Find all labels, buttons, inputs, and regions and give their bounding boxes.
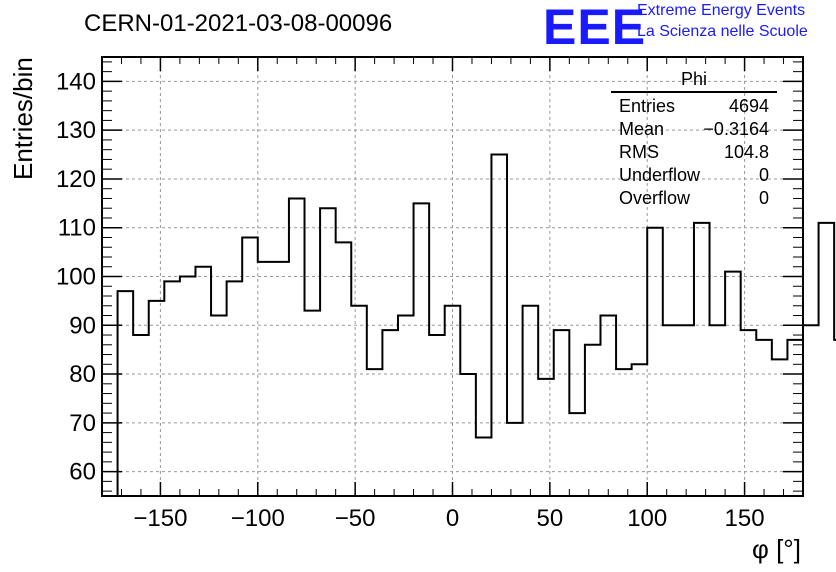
histogram-bin [164, 281, 180, 496]
histogram-bin [507, 423, 523, 496]
histogram-bin [351, 306, 367, 496]
stats-title: Phi [611, 69, 777, 93]
histogram-bin [678, 325, 694, 496]
histogram-bin [258, 262, 274, 496]
histogram-bin [600, 316, 616, 496]
stats-box: Phi Entries 4694 Mean −0.3164 RMS 104.8 … [611, 69, 777, 210]
x-axis-label: φ [°] [752, 534, 801, 564]
x-tick-label: 50 [537, 505, 564, 532]
histogram-bin [398, 316, 414, 496]
histogram-bin [367, 369, 383, 496]
brand-line-2: La Scienza nelle Scuole [637, 23, 808, 40]
y-tick-label: 90 [69, 312, 96, 339]
y-tick-label: 80 [69, 361, 96, 388]
axis-ticks [101, 57, 804, 496]
histogram-bin [803, 325, 819, 496]
x-tick-label: −150 [133, 505, 187, 532]
histogram-bin [647, 228, 663, 496]
grid [102, 57, 803, 496]
y-tick-label: 130 [56, 117, 96, 144]
histogram-bin [336, 242, 352, 496]
stats-value: 0 [758, 165, 769, 185]
stats-label: Underflow [619, 165, 701, 185]
histogram-bin [632, 364, 648, 496]
stats-row-overflow: Overflow 0 [611, 187, 777, 210]
histogram-bin [273, 262, 289, 496]
histogram-bin [429, 335, 445, 496]
histogram-bin [180, 277, 196, 497]
y-tick-label: 140 [56, 68, 96, 95]
histogram-bin [725, 272, 741, 496]
histogram-bin [460, 374, 476, 496]
stats-row-underflow: Underflow 0 [611, 164, 777, 187]
histogram-bin [227, 281, 243, 496]
histogram-bin [211, 316, 227, 496]
stats-value: 0 [758, 188, 769, 208]
eee-logo: EEE [543, 0, 647, 55]
histogram-line [116, 153, 836, 496]
y-tick-label: 110 [58, 215, 96, 242]
histogram-bin [772, 359, 788, 496]
histogram-bin [819, 223, 835, 496]
x-tick-label: 100 [627, 505, 667, 532]
histogram-bin [694, 223, 710, 496]
histogram-bin [414, 203, 430, 496]
stats-row-rms: RMS 104.8 [611, 141, 777, 164]
brand-line-1: Extreme Energy Events [637, 2, 806, 19]
stats-row-mean: Mean −0.3164 [611, 118, 777, 141]
histogram-bin [320, 208, 336, 496]
y-tick-label: 100 [56, 264, 96, 291]
stats-label: RMS [619, 142, 659, 162]
x-tick-label: −50 [335, 505, 376, 532]
stats-value: 104.8 [723, 142, 769, 162]
y-tick-label: 120 [56, 166, 96, 193]
stats-label: Mean [619, 119, 665, 139]
histogram-bin [476, 437, 492, 496]
histogram-bin [569, 413, 585, 496]
histogram-bin [118, 291, 134, 496]
histogram-bin [710, 325, 726, 496]
stats-value: −0.3164 [703, 119, 769, 139]
y-tick-label: 60 [69, 459, 96, 486]
x-tick-label: −100 [231, 505, 285, 532]
histogram-bin [787, 340, 803, 496]
chart-title: CERN-01-2021-03-08-00096 [84, 10, 393, 37]
stats-label: Entries [619, 96, 676, 116]
histogram-bin [289, 198, 305, 496]
histogram-bin [242, 237, 258, 496]
histogram-bin [523, 306, 539, 496]
histogram-bin [663, 325, 679, 496]
stats-value: 4694 [728, 96, 769, 116]
histogram-bin [195, 267, 211, 496]
x-tick-label: 150 [725, 505, 765, 532]
histogram-bin [149, 301, 165, 496]
y-tick-label: 70 [69, 410, 96, 437]
histogram-bin [616, 369, 632, 496]
histogram-bin [305, 311, 321, 496]
y-axis-label: Entries/bin [8, 57, 38, 180]
stats-label: Overflow [619, 188, 691, 208]
x-tick-label: 0 [446, 505, 459, 532]
tick-labels: −150 −100 −50 0 50 100 150 60 70 80 90 100 110 120 130… [56, 68, 765, 532]
stats-row-entries: Entries 4694 [611, 95, 777, 118]
histogram-bin [756, 340, 772, 496]
histogram-bin [585, 345, 601, 496]
histogram-bin [538, 379, 554, 496]
histogram-bin [741, 330, 757, 496]
